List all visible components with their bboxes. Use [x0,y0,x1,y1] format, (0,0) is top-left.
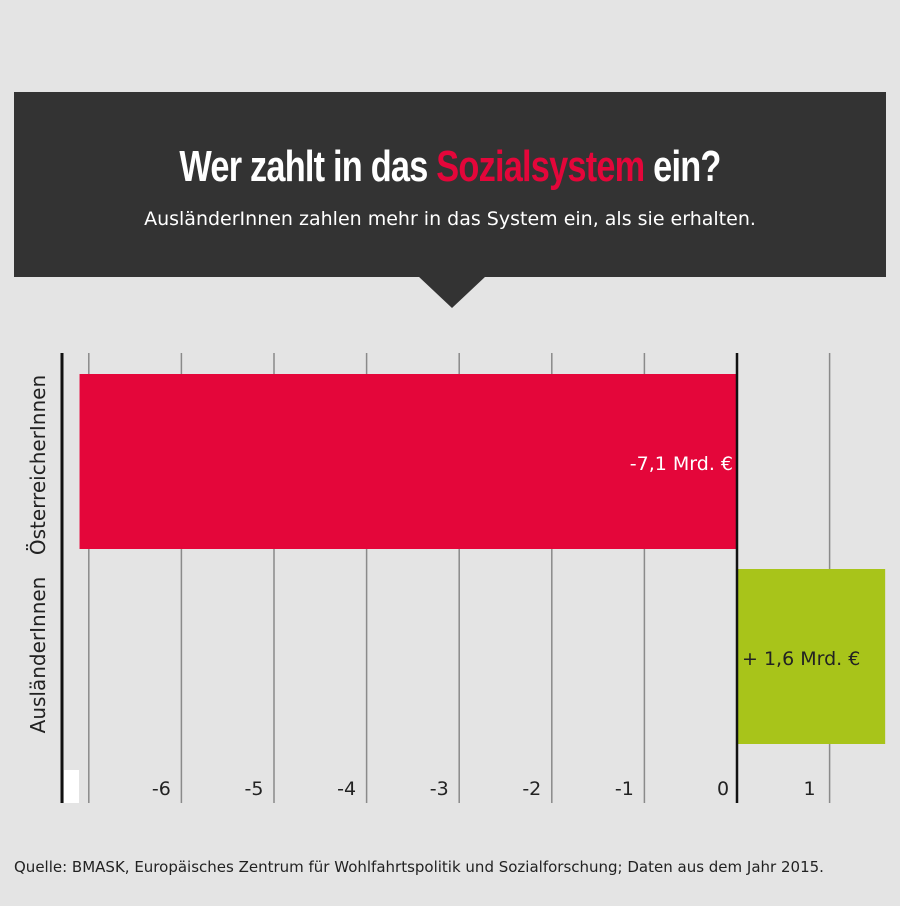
bar-1 [79,374,738,549]
x-tick-label: 1 [804,778,816,800]
header-box [14,92,886,277]
axes [60,353,739,803]
header-pointer [418,276,486,308]
chart-subtitle: AusländerInnen zahlen mehr in das System… [144,208,756,230]
x-tick-label: -5 [245,778,264,800]
source-note: Quelle: BMASK, Europäisches Zentrum für … [14,858,824,876]
x-tick-label: 0 [717,778,729,800]
x-tick-label: -1 [615,778,634,800]
category-label: ÖsterreicherInnen [26,375,50,555]
bar-2 [737,569,886,744]
x-tick-label: -6 [152,778,171,800]
bars [79,374,886,744]
x-tick-label: -4 [337,778,356,800]
value-label: + 1,6 Mrd. € [742,648,860,670]
chart-title: Wer zahlt in das Sozialsystem ein? [179,142,721,191]
axis-corner-marker [64,770,79,803]
title-highlight: Sozialsystem [436,142,645,191]
value-label: -7,1 Mrd. € [630,453,733,475]
x-tick-label: -3 [430,778,449,800]
labels: -6 -5 -4 -3 -2 -1 0 1 ÖsterreicherInnen Ausländer… [26,375,860,800]
x-tick-label: -2 [522,778,541,800]
category-label: AusländerInnen [26,577,50,734]
